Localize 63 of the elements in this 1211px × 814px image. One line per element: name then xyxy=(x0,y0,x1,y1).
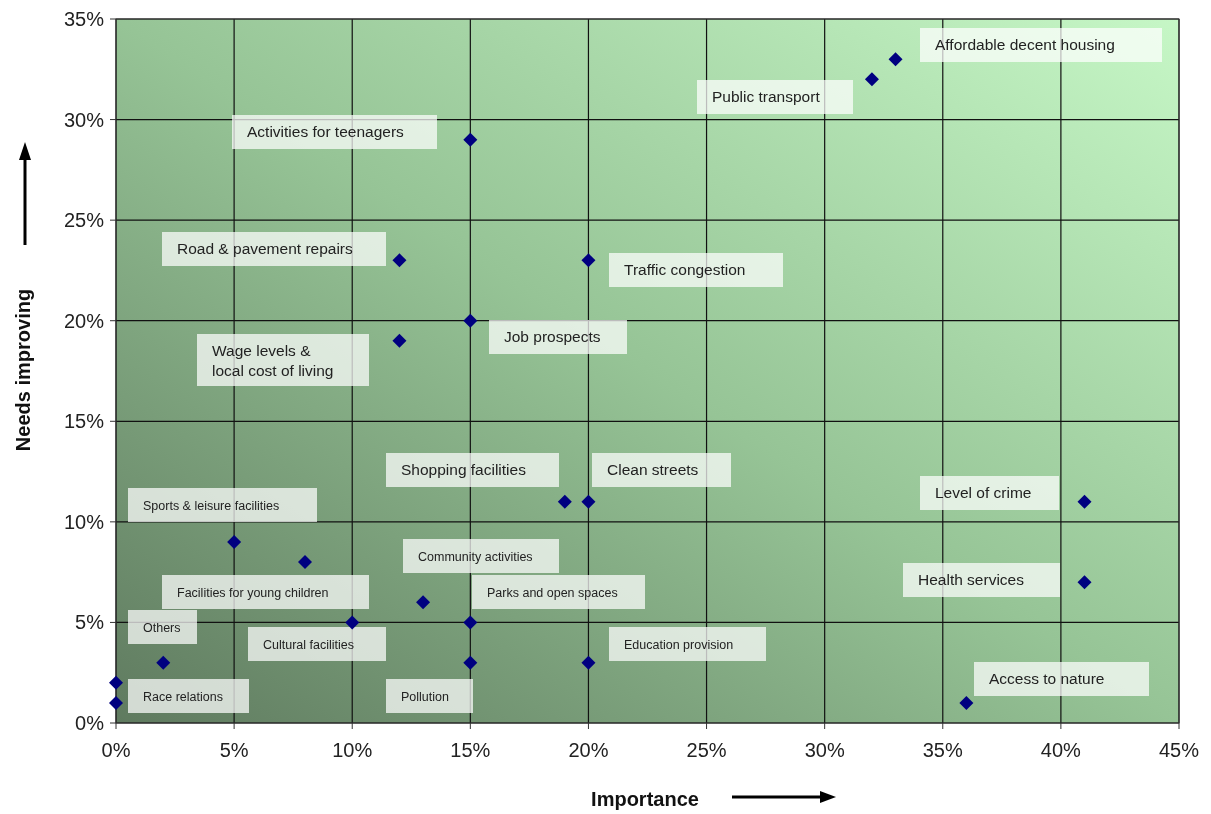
annotation: Sports & leisure facilities xyxy=(143,499,280,513)
annotation: Others xyxy=(143,621,181,635)
point xyxy=(463,132,478,147)
x-tick-label: 0% xyxy=(101,739,131,761)
annotation: Pollution xyxy=(401,690,449,704)
point xyxy=(463,313,478,328)
annotation: Facilities for young children xyxy=(177,586,329,600)
annotation: Education provision xyxy=(624,638,734,652)
y-tick-label: 20% xyxy=(63,309,105,332)
x-tick-label: 20% xyxy=(568,739,609,761)
y-tick-label: 30% xyxy=(63,108,105,131)
x-tick-label: 30% xyxy=(804,739,845,761)
point xyxy=(864,72,879,87)
point xyxy=(227,534,242,549)
x-tick-label: 15% xyxy=(450,739,491,761)
point xyxy=(416,595,431,610)
annotation: Affordable decent housing xyxy=(935,36,1115,53)
y-tick-label: 0% xyxy=(75,712,105,734)
annotation: Parks and open spaces xyxy=(487,586,618,600)
point xyxy=(392,333,407,348)
point xyxy=(109,695,123,710)
x-axis-title: Importance xyxy=(591,788,699,810)
x-tick-label: 40% xyxy=(1040,739,1082,761)
y-tick-label: 35% xyxy=(63,8,105,30)
point xyxy=(888,52,903,67)
point xyxy=(463,615,478,630)
annotation: Health services xyxy=(918,571,1025,588)
x-tick-label: 5% xyxy=(219,739,249,761)
y-tick-label: 15% xyxy=(63,410,105,433)
y-tick-label: 25% xyxy=(63,209,105,232)
annotation: Activities for teenagers xyxy=(247,123,405,140)
point xyxy=(581,253,596,268)
point xyxy=(156,655,171,670)
point xyxy=(297,555,312,570)
point xyxy=(463,655,478,670)
x-tick-label: 10% xyxy=(332,739,373,761)
x-tick-label: 45% xyxy=(1158,739,1200,761)
annotation: Shopping facilities xyxy=(401,461,527,478)
point xyxy=(345,615,360,630)
point xyxy=(557,494,572,509)
annotation: Access to nature xyxy=(989,670,1105,687)
annotation: Race relations xyxy=(143,690,223,704)
y-tick-label: 5% xyxy=(75,611,105,634)
y-axis-title: Needs improving xyxy=(12,288,34,452)
x-tick-label: 35% xyxy=(922,739,964,761)
point xyxy=(1077,575,1092,590)
point xyxy=(581,494,596,509)
x-tick-label: 25% xyxy=(686,739,727,761)
annotation: Community activities xyxy=(418,550,533,564)
annotation: Cultural facilities xyxy=(263,638,355,652)
point xyxy=(581,655,596,670)
annotation: Job prospects xyxy=(504,328,601,345)
y-tick-label: 10% xyxy=(63,510,105,533)
annotation: Wage levels & local cost of living xyxy=(212,342,334,379)
annotation: Traffic congestion xyxy=(624,261,746,278)
point xyxy=(392,253,407,268)
point xyxy=(959,695,974,710)
annotation: Public transport xyxy=(712,88,821,105)
point xyxy=(109,675,123,690)
annotation: Level of crime xyxy=(935,484,1032,501)
annotation: Clean streets xyxy=(607,461,699,478)
point xyxy=(1077,494,1092,509)
annotation: Road & pavement repairs xyxy=(177,240,354,257)
